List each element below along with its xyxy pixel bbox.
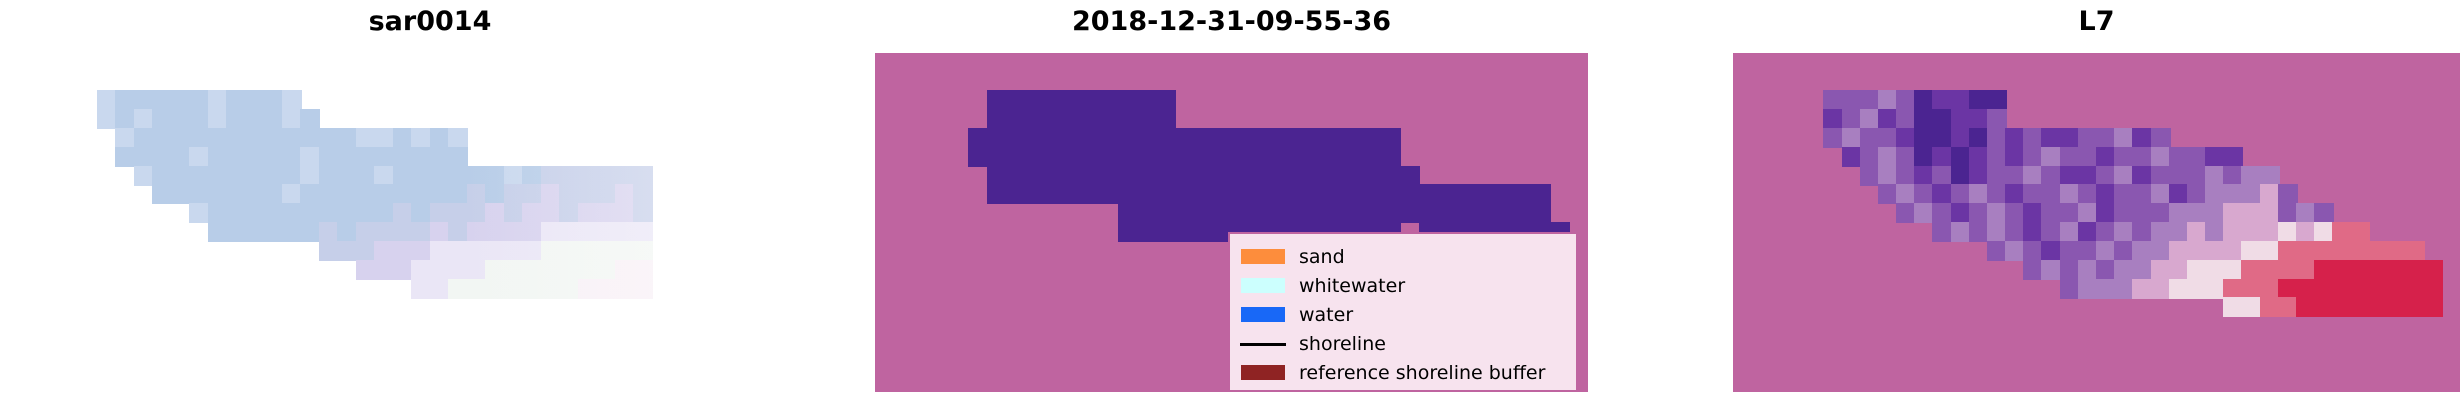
legend-label-shoreline: shoreline (1299, 332, 1386, 355)
legend-item-sand: sand (1240, 242, 1566, 271)
raster-l7 (1733, 53, 2460, 392)
image-panel-sar0014[interactable] (60, 53, 800, 392)
panel-title-l7: L7 (2078, 6, 2115, 37)
legend-swatch-reference-buffer-icon (1240, 364, 1286, 381)
legend-label-sand: sand (1299, 245, 1345, 268)
legend-item-whitewater: whitewater (1240, 271, 1566, 300)
legend-label-whitewater: whitewater (1299, 274, 1406, 297)
legend-label-reference-shoreline-buffer: reference shoreline buffer (1299, 361, 1546, 384)
legend-swatch-whitewater-icon (1240, 277, 1286, 294)
panel-title-sar0014: sar0014 (368, 6, 492, 37)
legend-swatch-shoreline-icon (1240, 335, 1286, 352)
legend-label-water: water (1299, 303, 1354, 326)
legend-item-reference-shoreline-buffer: reference shoreline buffer (1240, 358, 1566, 387)
legend-swatch-sand-icon (1240, 248, 1286, 265)
raster-sar0014 (60, 53, 800, 392)
legend-box[interactable]: sand whitewater water shoreline referenc… (1228, 232, 1578, 392)
image-panel-classified[interactable] (875, 53, 1588, 392)
image-panel-l7[interactable] (1733, 53, 2460, 392)
panel-title-classified: 2018-12-31-09-55-36 (1071, 6, 1392, 37)
legend-item-shoreline: shoreline (1240, 329, 1566, 358)
legend-swatch-water-icon (1240, 306, 1286, 323)
legend-item-water: water (1240, 300, 1566, 329)
